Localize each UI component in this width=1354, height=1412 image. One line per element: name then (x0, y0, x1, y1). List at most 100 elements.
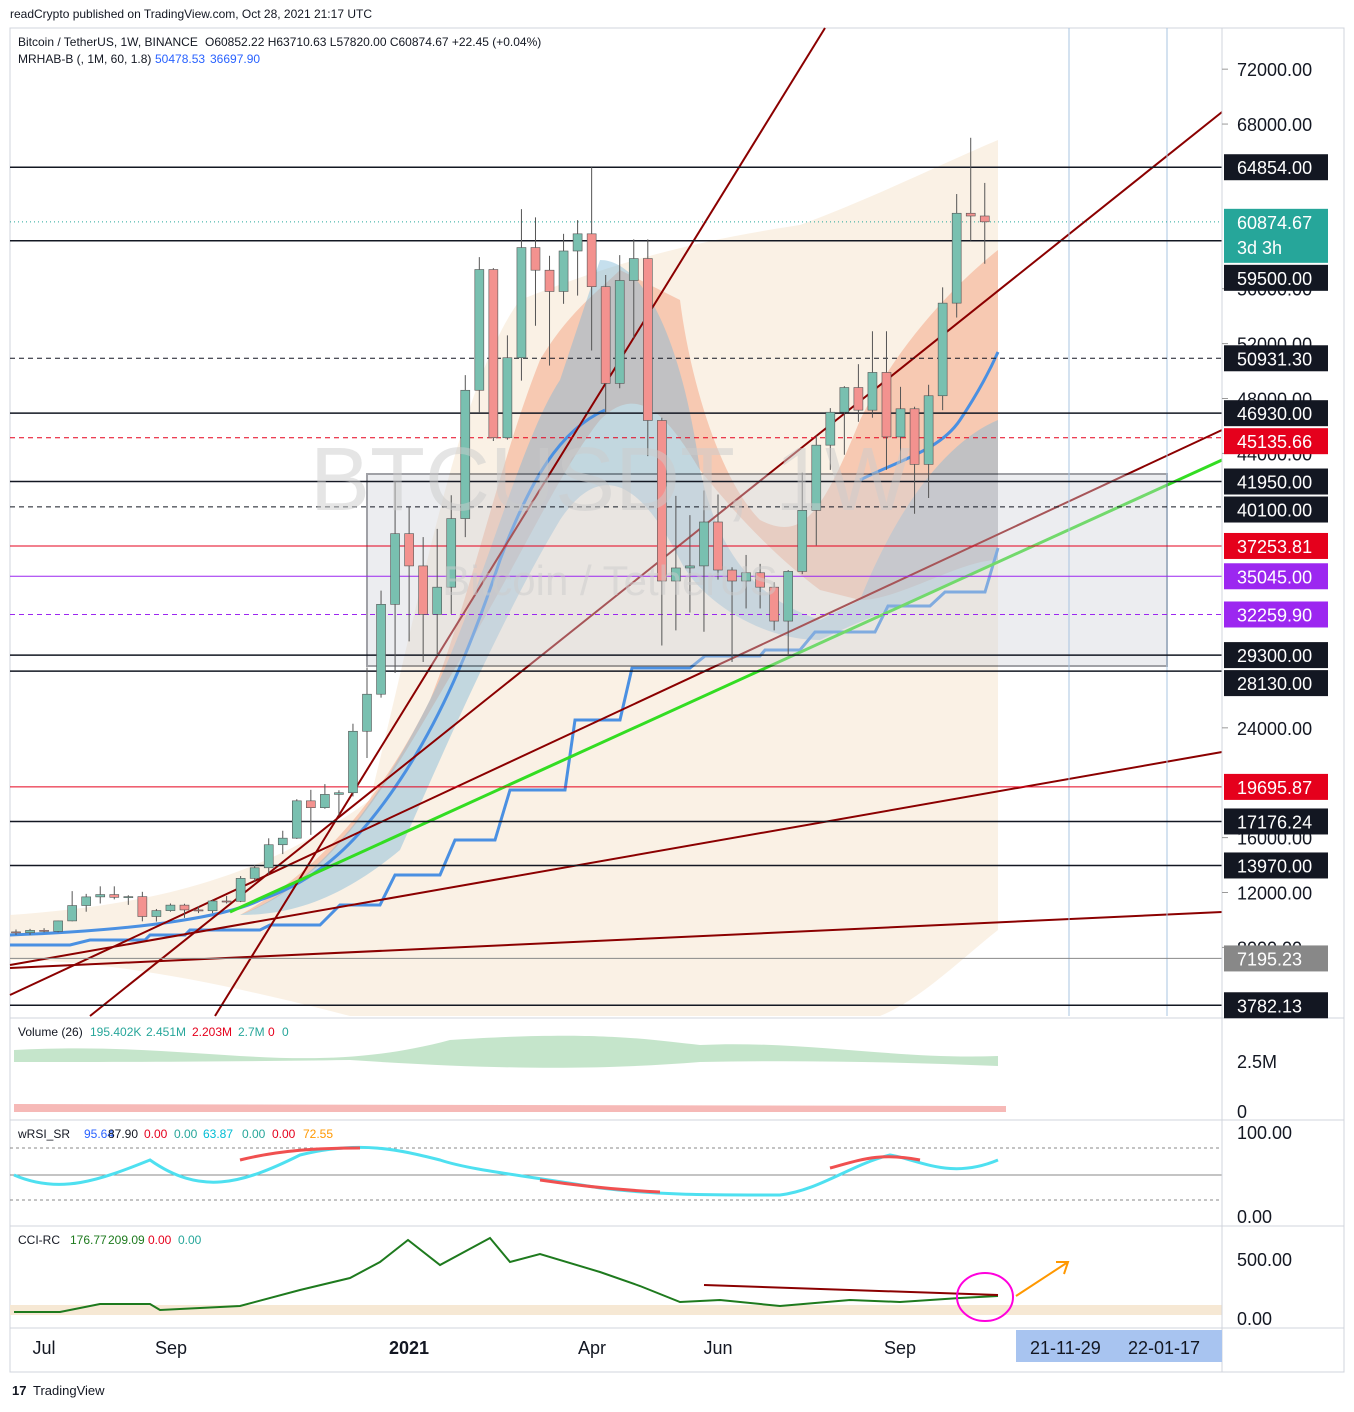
price-label: 29300.00 (1237, 646, 1312, 666)
price-label-box (1224, 264, 1328, 291)
price-label-box (1224, 345, 1328, 372)
axis-label: 0.00 (1237, 1207, 1272, 1227)
candle-body (895, 408, 906, 438)
cci-value: 0.00 (178, 1233, 202, 1247)
candle-body (179, 904, 190, 911)
axis-label: 2.5M (1237, 1052, 1277, 1072)
watermark-sub: Bitcoin / TetherUS (442, 557, 777, 604)
price-label: 32259.90 (1237, 605, 1312, 625)
price-label: 17176.24 (1237, 812, 1312, 832)
candle-body (811, 444, 822, 511)
candle-body (853, 387, 864, 411)
trendline (9, 751, 1223, 966)
candle-body (67, 905, 77, 922)
publisher: readCrypto published on TradingView.com,… (10, 7, 372, 21)
volume-value: 0 (268, 1025, 275, 1039)
volume-band (14, 1035, 998, 1068)
candle-body (95, 894, 106, 898)
price-label: 46930.00 (1237, 404, 1312, 424)
time-label: Sep (155, 1338, 187, 1358)
candle-body (909, 408, 920, 465)
price-label: 40100.00 (1237, 501, 1312, 521)
candle-body (221, 900, 232, 903)
price-label-box (1224, 992, 1328, 1019)
candle-body (741, 572, 751, 582)
candle-body (460, 389, 471, 519)
rsi-title: wRSI_SR (17, 1127, 70, 1141)
symbol: Bitcoin / TetherUS, 1W, BINANCE (18, 35, 198, 49)
candle-body (769, 586, 779, 622)
price-label-box (1224, 208, 1328, 263)
watermark: BTCUSDT, 1W (310, 430, 910, 530)
candle-body (586, 233, 597, 287)
volume-value: 0 (282, 1025, 289, 1039)
candle-body (558, 250, 569, 292)
rsi-value: 72.55 (303, 1127, 333, 1141)
price-label-box (1224, 468, 1328, 495)
price-label: 59500.00 (1237, 269, 1312, 289)
rsi-value: 0.00 (144, 1127, 168, 1141)
volume-title: Volume (26) (18, 1025, 83, 1039)
annotation-circle (956, 1272, 1014, 1322)
candle-body (783, 571, 794, 622)
time-label: 21-11-29 (1030, 1338, 1101, 1358)
y-tick-label: 12000.00 (1237, 884, 1312, 904)
volume-value: 2.451M (146, 1025, 186, 1039)
candle-body (291, 800, 302, 839)
candle-body (825, 411, 836, 446)
cci-band (10, 1305, 1222, 1315)
candle-body (951, 212, 962, 304)
rsi-line-red (239, 1146, 921, 1194)
candle-body (755, 572, 765, 588)
candle-body (614, 280, 625, 384)
indicator-value: 50478.53 (155, 52, 205, 66)
band-blue (240, 260, 998, 915)
rsi-value: 0.00 (242, 1127, 266, 1141)
candle-body (965, 212, 976, 217)
time-label: Jun (703, 1338, 732, 1358)
price-label: 28130.00 (1237, 674, 1312, 694)
range-box (366, 473, 1168, 667)
candle-body (544, 269, 555, 292)
ohlc: O60852.22 H63710.63 L57820.00 C60874.67 … (205, 35, 541, 49)
cci-value: 209.09 (108, 1233, 145, 1247)
candle-body (502, 357, 513, 439)
candle-body (81, 896, 91, 906)
candle-body (923, 395, 934, 465)
candle-body (685, 565, 695, 569)
price-label-box (1224, 852, 1328, 879)
price-label-box (1224, 945, 1328, 972)
candle-body (600, 286, 611, 384)
price-label: 50931.30 (1237, 349, 1312, 369)
candle-body (727, 569, 737, 582)
candle-body (699, 521, 709, 567)
candle-body (109, 894, 120, 898)
candle-body (390, 533, 400, 605)
candle-body (937, 302, 948, 397)
time-label: 22-01-17 (1128, 1338, 1200, 1358)
candle-body (797, 510, 808, 572)
y-tick-label: 68000.00 (1237, 115, 1312, 135)
rsi-value: 0.00 (272, 1127, 296, 1141)
candle-body (320, 794, 330, 808)
cci-trend (703, 1284, 999, 1296)
rsi-line (13, 1145, 999, 1197)
candle-body (432, 586, 443, 615)
cci-title: CCI-RC (18, 1233, 60, 1247)
volume-value: 2.203M (192, 1025, 232, 1039)
candle-body (235, 878, 246, 902)
future-range (1016, 1330, 1222, 1362)
candle-body (474, 269, 485, 391)
candle-body (867, 372, 878, 411)
rsi-value: 63.87 (203, 1127, 233, 1141)
candle-body (193, 909, 204, 912)
candles (11, 137, 990, 936)
levels (10, 166, 1222, 1007)
price-label: 13970.00 (1237, 856, 1312, 876)
time-label: 2021 (389, 1338, 429, 1358)
candle-body (151, 910, 162, 917)
volume-value: 195.402K (90, 1025, 141, 1039)
cci-value: 176.77 (70, 1233, 107, 1247)
candle-body (530, 247, 541, 271)
